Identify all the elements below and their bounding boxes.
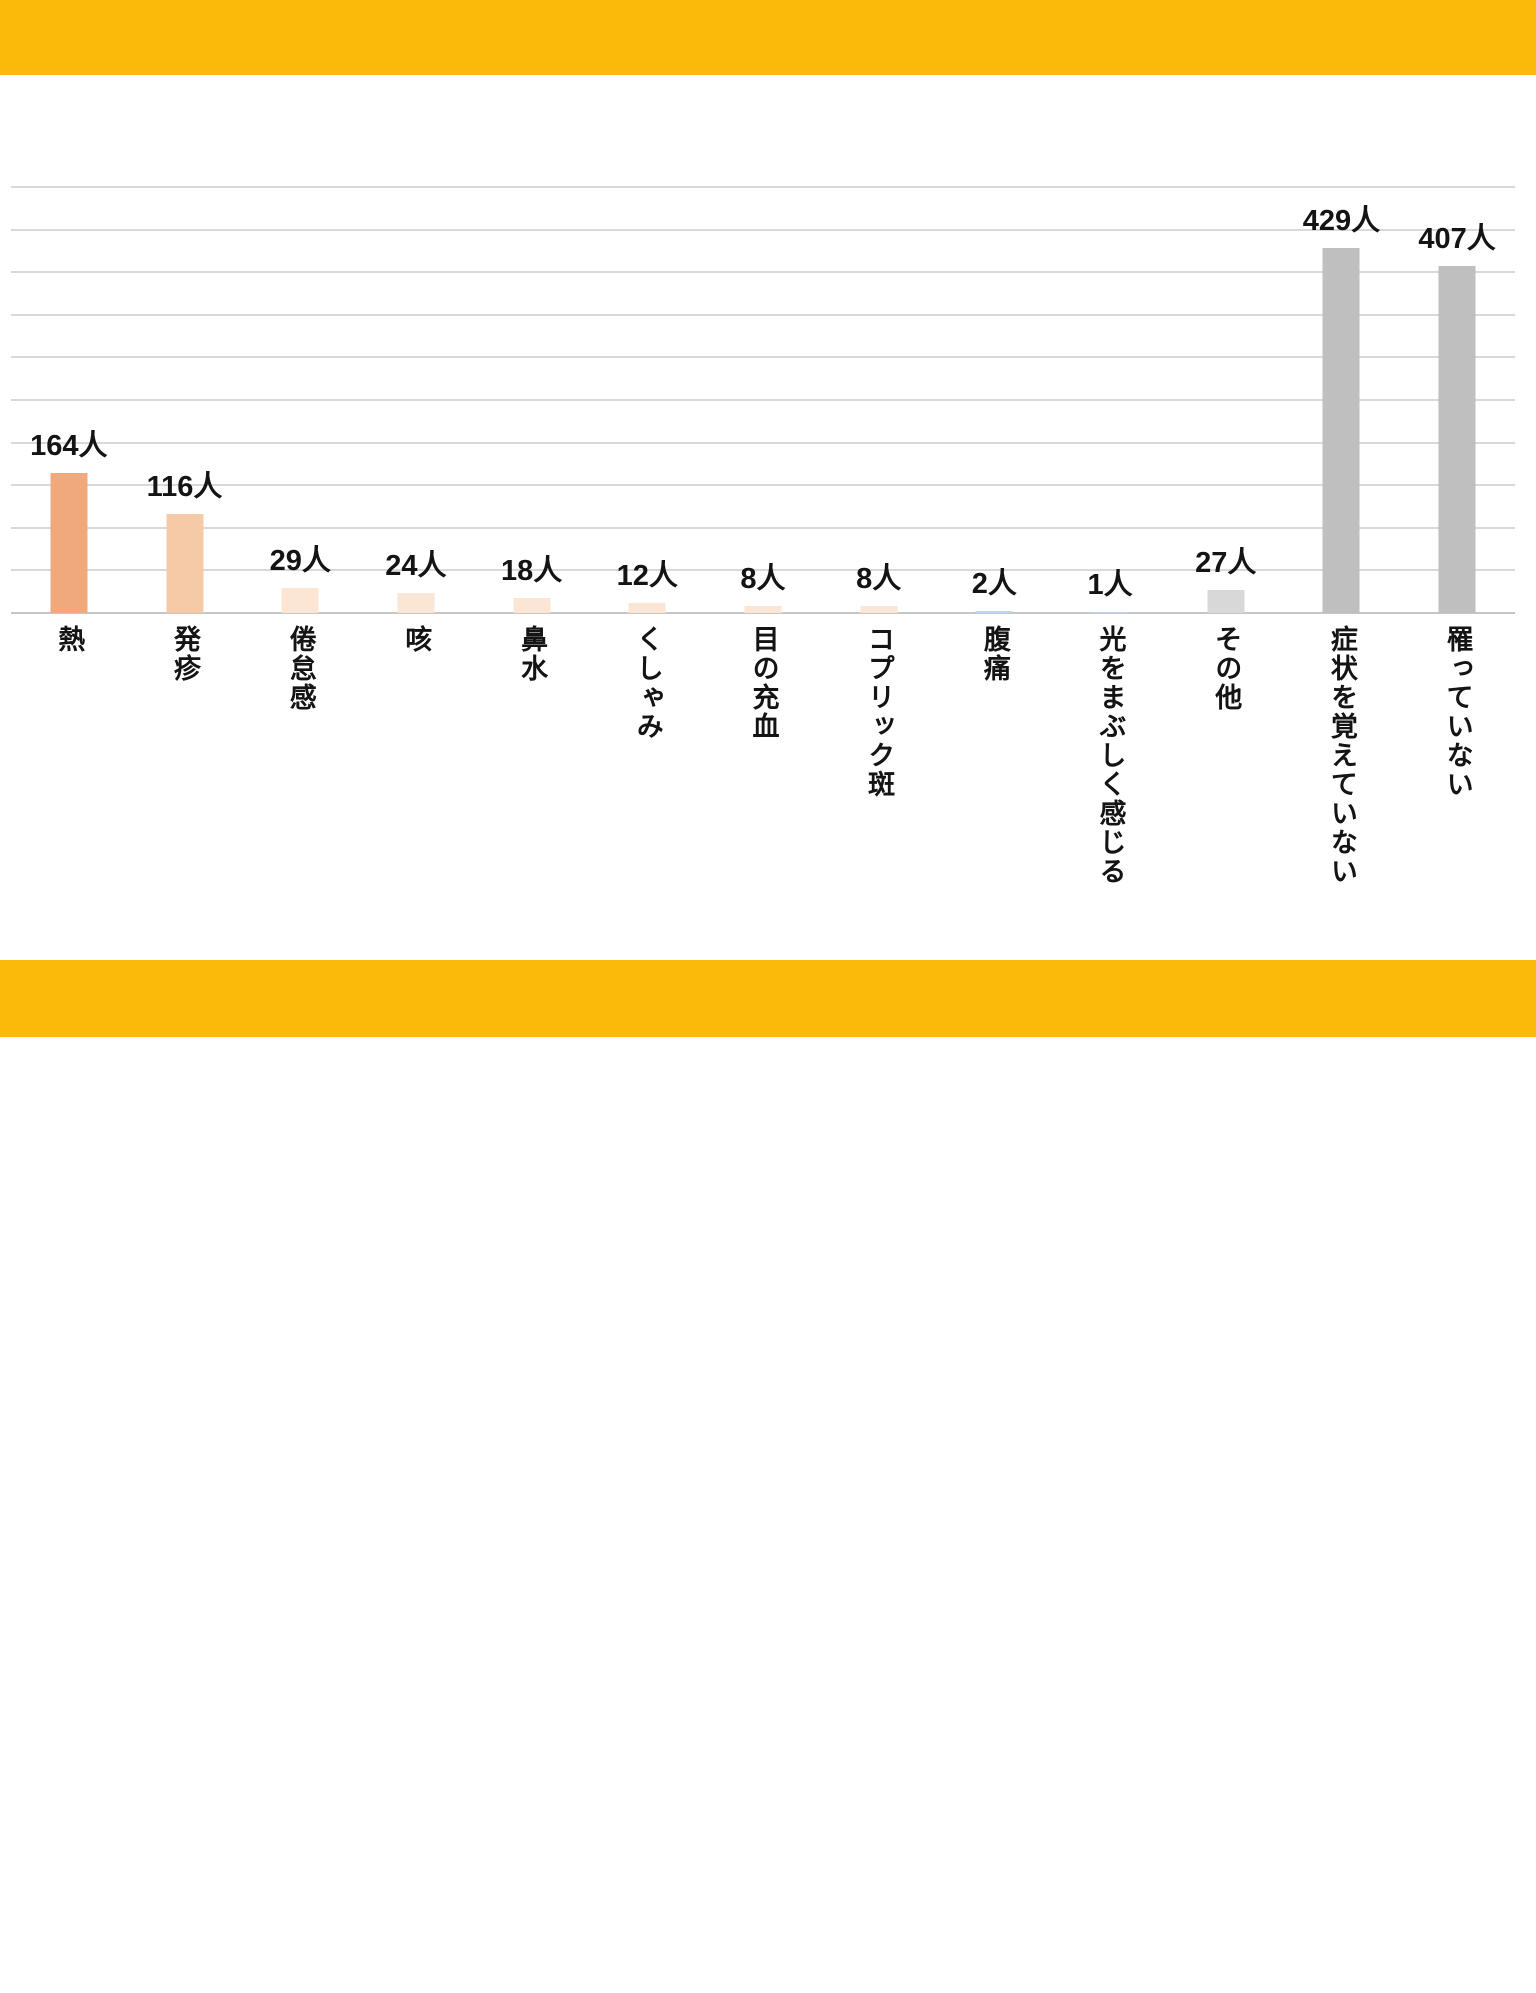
bar-column: 2人腹痛 xyxy=(937,187,1053,683)
bar xyxy=(860,606,898,613)
value-label: 24人 xyxy=(385,549,447,582)
value-label: 12人 xyxy=(616,559,678,592)
category-label: くしゃみ xyxy=(632,625,663,741)
navit-logo: N AV T CO.,LTD. www.navit-j.com xyxy=(1275,1917,1522,1993)
bar xyxy=(628,602,666,613)
logo-suffix: CO.,LTD. xyxy=(1429,1942,1518,1963)
logo-letter-n: N xyxy=(1275,1917,1325,1993)
value-label: 116人 xyxy=(146,471,223,504)
bar-column: 116人発疹 xyxy=(127,187,243,683)
bar-column: 1人光をまぶしく感じる xyxy=(1052,187,1168,886)
value-label: 27人 xyxy=(1195,547,1257,579)
gridline xyxy=(11,399,1515,401)
category-label: 鼻水 xyxy=(517,625,548,683)
bar xyxy=(744,606,782,613)
category-label: 腹痛 xyxy=(979,625,1010,683)
category-label: 症状を覚えていない xyxy=(1326,625,1357,886)
value-label: 164人 xyxy=(30,430,108,463)
bar-column: 24人咳 xyxy=(358,187,474,654)
bar-column: 18人鼻水 xyxy=(474,187,590,683)
value-label: 29人 xyxy=(269,545,331,578)
logo-letter-t: T xyxy=(1397,1926,1422,1968)
category-label: 咳 xyxy=(401,625,432,654)
gridline xyxy=(11,228,1515,231)
bar xyxy=(1207,590,1245,613)
logo-website: www.navit-j.com xyxy=(1326,1965,1522,1991)
bar-column: 407人罹っていない xyxy=(1399,187,1515,799)
gridline xyxy=(11,441,1515,444)
value-label: 8人 xyxy=(856,563,902,596)
value-label: 407人 xyxy=(1418,223,1496,256)
category-label: その他 xyxy=(1211,625,1242,712)
value-label: 18人 xyxy=(500,554,563,587)
gridline xyxy=(11,271,1515,274)
bar-column: 8人目の充血 xyxy=(705,187,821,741)
gridline xyxy=(11,313,1515,316)
category-label: 発疹 xyxy=(170,625,201,683)
bar-column: 29人倦怠感 xyxy=(242,187,358,712)
bar-column: 12人くしゃみ xyxy=(589,187,705,741)
bar-column: 8人コプリック斑 xyxy=(821,187,937,799)
x-axis-line xyxy=(11,612,1515,614)
bar-column: 27人その他 xyxy=(1168,187,1284,712)
bar xyxy=(281,588,319,613)
value-label: 1人 xyxy=(1087,569,1133,602)
category-label: 熱 xyxy=(54,625,85,654)
bar xyxy=(1091,612,1129,613)
logo-text-block: AV T CO.,LTD. www.navit-j.com xyxy=(1326,1921,1522,1992)
category-label: 光をまぶしく感じる xyxy=(1095,625,1126,886)
bar xyxy=(166,514,204,613)
gridline xyxy=(11,186,1515,188)
gridline xyxy=(11,356,1515,359)
logo-letters-av: AV xyxy=(1326,1926,1378,1968)
rabbit-ears-icon xyxy=(1380,1921,1396,1962)
bar-column: 164人熱 xyxy=(11,187,127,654)
top-banner xyxy=(0,0,1536,75)
value-label: 2人 xyxy=(971,568,1017,601)
bar xyxy=(975,611,1013,613)
category-label: 目の充血 xyxy=(748,625,779,741)
value-label: 8人 xyxy=(740,563,786,596)
gridline xyxy=(11,569,1515,572)
bar xyxy=(1438,266,1476,613)
gridline xyxy=(11,484,1515,487)
bar xyxy=(1322,247,1360,613)
page: 164人熱 116人 発疹 29人 倦怠感 24人咳 18人 鼻水 12人 くしゃみ 8人 目の充血 8… xyxy=(0,0,1536,1037)
category-label: 罹っていない xyxy=(1442,625,1473,799)
bar-column: 429人症状を覚えていない xyxy=(1284,187,1400,887)
category-label: 倦怠感 xyxy=(285,625,316,712)
category-label: コプリック斑 xyxy=(864,625,895,799)
bar xyxy=(397,592,435,613)
logo-brand-row: AV T CO.,LTD. xyxy=(1326,1921,1518,1968)
bar-chart-plot-area: 164人熱 116人 発疹 29人 倦怠感 24人咳 18人 鼻水 12人 くしゃみ 8人 目の充血 8… xyxy=(11,186,1515,887)
bar xyxy=(513,597,551,613)
gridline xyxy=(11,526,1515,529)
bottom-banner: N AV T CO.,LTD. www.navit-j.com xyxy=(0,960,1536,1991)
bar xyxy=(50,473,88,613)
value-label: 429人 xyxy=(1302,204,1381,237)
